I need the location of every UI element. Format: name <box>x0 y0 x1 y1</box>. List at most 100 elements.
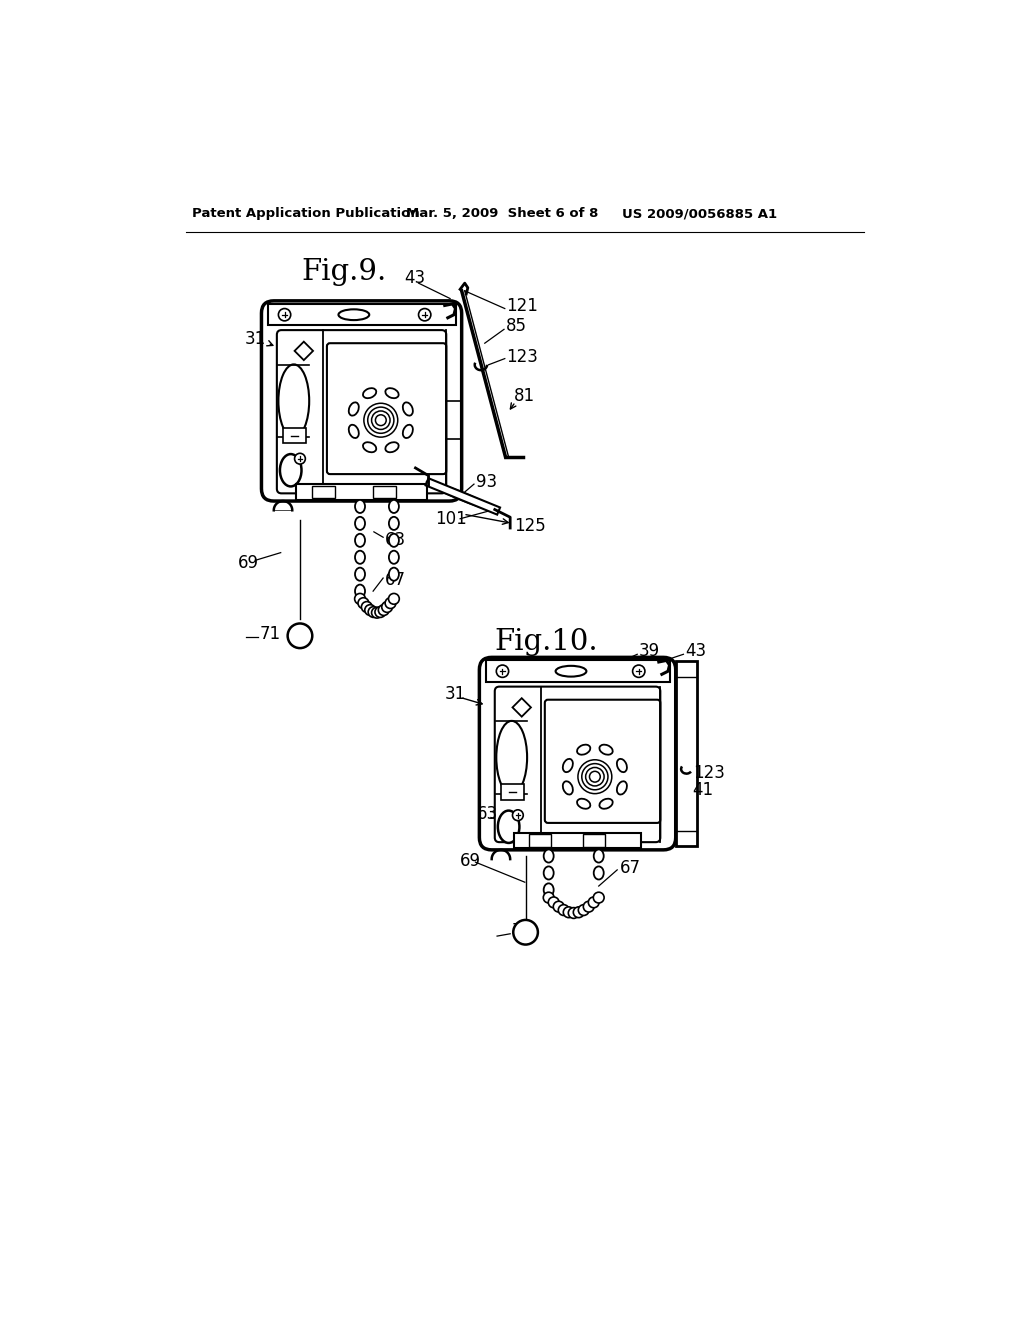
Ellipse shape <box>389 568 399 581</box>
Text: 63: 63 <box>385 531 406 549</box>
Text: 41: 41 <box>692 781 714 799</box>
Circle shape <box>375 607 386 618</box>
FancyBboxPatch shape <box>479 657 676 850</box>
Circle shape <box>568 908 580 919</box>
Ellipse shape <box>498 810 519 843</box>
Circle shape <box>513 920 538 945</box>
Ellipse shape <box>355 550 365 564</box>
Bar <box>267 304 456 326</box>
Circle shape <box>369 607 379 618</box>
FancyBboxPatch shape <box>327 343 446 474</box>
Text: 43: 43 <box>404 269 426 286</box>
Ellipse shape <box>355 500 365 513</box>
FancyArrowPatch shape <box>297 343 302 348</box>
Bar <box>501 784 524 800</box>
Ellipse shape <box>389 500 399 513</box>
Circle shape <box>589 898 599 908</box>
Ellipse shape <box>563 759 572 772</box>
FancyBboxPatch shape <box>276 330 446 494</box>
Text: Patent Application Publication: Patent Application Publication <box>193 207 420 220</box>
Ellipse shape <box>594 850 604 862</box>
Ellipse shape <box>497 721 527 795</box>
Text: 85: 85 <box>506 317 527 335</box>
Polygon shape <box>426 478 500 515</box>
Bar <box>676 661 697 846</box>
Circle shape <box>361 602 372 612</box>
Ellipse shape <box>599 799 612 809</box>
Ellipse shape <box>544 883 554 896</box>
Bar <box>485 660 670 682</box>
Bar <box>311 486 335 498</box>
Text: 101: 101 <box>435 510 467 528</box>
Circle shape <box>633 665 645 677</box>
Circle shape <box>573 907 584 917</box>
Text: 43: 43 <box>685 643 707 660</box>
Ellipse shape <box>362 442 376 453</box>
Bar <box>283 428 306 444</box>
Text: Fig.10.: Fig.10. <box>495 628 598 656</box>
Text: 31: 31 <box>444 685 466 702</box>
Circle shape <box>553 902 564 912</box>
Ellipse shape <box>427 482 499 511</box>
Bar <box>514 833 641 849</box>
Text: 71: 71 <box>260 626 281 643</box>
Text: 123: 123 <box>692 764 725 781</box>
Bar <box>296 484 427 499</box>
Text: Mar. 5, 2009  Sheet 6 of 8: Mar. 5, 2009 Sheet 6 of 8 <box>407 207 599 220</box>
Circle shape <box>295 453 305 465</box>
Circle shape <box>497 665 509 677</box>
FancyBboxPatch shape <box>545 700 660 822</box>
Ellipse shape <box>402 403 413 416</box>
Circle shape <box>544 892 554 903</box>
Circle shape <box>388 594 399 605</box>
Circle shape <box>593 892 604 903</box>
Circle shape <box>279 309 291 321</box>
Ellipse shape <box>279 364 309 437</box>
Ellipse shape <box>349 425 358 438</box>
Text: 121: 121 <box>506 297 539 315</box>
Text: 31: 31 <box>245 330 266 348</box>
Ellipse shape <box>349 403 358 416</box>
Text: 63: 63 <box>477 805 499 824</box>
Ellipse shape <box>355 517 365 529</box>
Circle shape <box>385 598 396 609</box>
Ellipse shape <box>578 744 590 755</box>
Ellipse shape <box>355 568 365 581</box>
Circle shape <box>382 602 392 612</box>
Circle shape <box>288 623 312 648</box>
Circle shape <box>548 898 559 908</box>
Text: 93: 93 <box>475 473 497 491</box>
Circle shape <box>584 902 594 912</box>
Circle shape <box>579 904 589 916</box>
Text: Fig.9.: Fig.9. <box>301 259 387 286</box>
Circle shape <box>558 904 569 916</box>
Circle shape <box>354 594 366 605</box>
Text: 71: 71 <box>512 921 532 940</box>
Circle shape <box>378 605 389 615</box>
Bar <box>529 834 551 847</box>
Circle shape <box>563 907 574 917</box>
Bar <box>584 834 605 847</box>
Circle shape <box>419 309 431 321</box>
Ellipse shape <box>594 866 604 879</box>
Text: 81: 81 <box>514 387 536 404</box>
Ellipse shape <box>385 442 398 453</box>
Ellipse shape <box>616 759 627 772</box>
Circle shape <box>372 607 382 618</box>
Ellipse shape <box>280 454 301 486</box>
Bar <box>373 486 396 498</box>
Ellipse shape <box>362 388 376 399</box>
Ellipse shape <box>355 533 365 546</box>
Ellipse shape <box>578 799 590 809</box>
Text: 125: 125 <box>514 517 546 536</box>
Text: 69: 69 <box>460 851 481 870</box>
Text: 39: 39 <box>639 643 659 660</box>
Ellipse shape <box>544 850 554 862</box>
Text: US 2009/0056885 A1: US 2009/0056885 A1 <box>622 207 777 220</box>
Ellipse shape <box>339 309 370 321</box>
FancyBboxPatch shape <box>261 301 462 502</box>
Ellipse shape <box>389 550 399 564</box>
Ellipse shape <box>616 781 627 795</box>
FancyBboxPatch shape <box>495 686 660 842</box>
Circle shape <box>365 605 376 615</box>
